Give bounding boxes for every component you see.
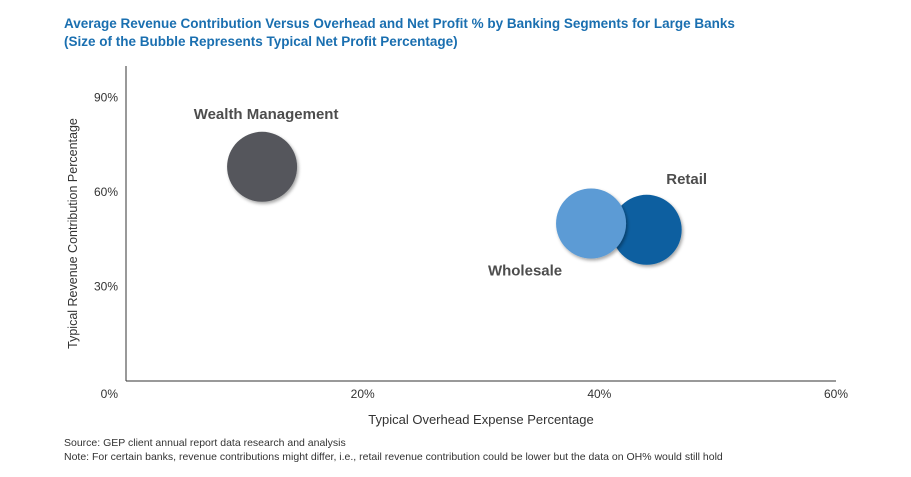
footnote: Note: For certain banks, revenue contrib… <box>64 451 723 463</box>
source-note: Source: GEP client annual report data re… <box>64 437 346 449</box>
x-tick-label: 60% <box>824 387 848 401</box>
chart-footer: Source: GEP client annual report data re… <box>64 436 723 464</box>
bubble-wholesale <box>556 188 627 259</box>
y-axis-title: Typical Revenue Contribution Percentage <box>66 118 80 349</box>
y-tick-label: 60% <box>94 185 118 199</box>
chart-title: Average Revenue Contribution Versus Over… <box>64 15 864 51</box>
y-tick-label: 30% <box>94 280 118 294</box>
bubble-wealth-management <box>227 131 298 202</box>
x-axis-title: Typical Overhead Expense Percentage <box>368 412 593 427</box>
bubble-label-wealth-management: Wealth Management <box>194 106 339 123</box>
chart-title-line-1: Average Revenue Contribution Versus Over… <box>64 16 735 31</box>
x-tick-label: 20% <box>351 387 375 401</box>
chart-title-line-2: (Size of the Bubble Represents Typical N… <box>64 34 458 49</box>
x-tick-label: 40% <box>587 387 611 401</box>
y-tick-label: 90% <box>94 91 118 105</box>
bubble-label-retail: Retail <box>666 171 707 188</box>
bubble-label-wholesale: Wholesale <box>488 263 562 280</box>
x-tick-label: 0% <box>101 387 119 401</box>
bubble-retail <box>611 194 682 265</box>
